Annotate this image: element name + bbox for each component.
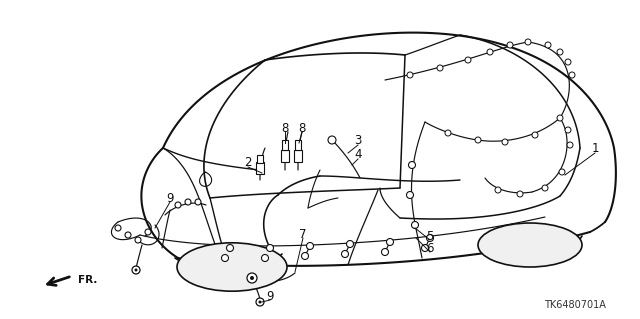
Circle shape — [328, 136, 336, 144]
Circle shape — [259, 300, 262, 303]
Circle shape — [387, 239, 394, 246]
Text: TK6480701A: TK6480701A — [544, 300, 606, 310]
Circle shape — [437, 65, 443, 71]
Text: 8: 8 — [282, 122, 289, 135]
Circle shape — [346, 241, 353, 248]
Circle shape — [247, 273, 257, 283]
Circle shape — [426, 234, 433, 241]
Circle shape — [250, 276, 254, 280]
Circle shape — [342, 250, 349, 257]
Circle shape — [125, 232, 131, 238]
Text: 8: 8 — [298, 122, 306, 135]
Circle shape — [495, 187, 501, 193]
Text: 6: 6 — [426, 241, 434, 255]
Text: 1: 1 — [591, 142, 599, 154]
Circle shape — [567, 142, 573, 148]
Ellipse shape — [478, 223, 582, 267]
Circle shape — [135, 237, 141, 243]
Bar — [282, 140, 288, 150]
Circle shape — [532, 132, 538, 138]
Circle shape — [115, 225, 121, 231]
Bar — [257, 155, 263, 163]
Circle shape — [256, 298, 264, 306]
Text: 7: 7 — [300, 227, 307, 241]
Circle shape — [565, 127, 571, 133]
Bar — [256, 162, 264, 174]
Circle shape — [559, 169, 565, 175]
Text: 9: 9 — [166, 191, 173, 204]
Circle shape — [301, 253, 308, 259]
Bar — [294, 150, 302, 162]
Circle shape — [175, 202, 181, 208]
Circle shape — [307, 242, 314, 249]
Circle shape — [132, 266, 140, 274]
Circle shape — [475, 137, 481, 143]
Circle shape — [185, 199, 191, 205]
Circle shape — [525, 39, 531, 45]
Circle shape — [221, 255, 228, 262]
Circle shape — [422, 244, 429, 251]
Text: 3: 3 — [355, 135, 362, 147]
Circle shape — [145, 229, 151, 235]
Circle shape — [487, 49, 493, 55]
Text: 5: 5 — [426, 229, 434, 242]
Circle shape — [557, 115, 563, 121]
Circle shape — [542, 185, 548, 191]
Circle shape — [406, 191, 413, 198]
Bar — [281, 150, 289, 162]
Circle shape — [502, 139, 508, 145]
Text: 2: 2 — [244, 155, 252, 168]
Circle shape — [227, 244, 234, 251]
Bar — [295, 140, 301, 150]
Circle shape — [445, 130, 451, 136]
Text: 4: 4 — [355, 149, 362, 161]
Circle shape — [569, 72, 575, 78]
Circle shape — [381, 249, 388, 256]
Circle shape — [408, 161, 415, 168]
Circle shape — [195, 199, 201, 205]
Circle shape — [517, 191, 523, 197]
Circle shape — [507, 42, 513, 48]
Circle shape — [465, 57, 471, 63]
Text: 9: 9 — [266, 291, 274, 303]
Text: FR.: FR. — [78, 275, 97, 285]
Circle shape — [266, 244, 273, 251]
Circle shape — [565, 59, 571, 65]
Circle shape — [412, 221, 419, 228]
Circle shape — [134, 269, 138, 271]
Circle shape — [407, 72, 413, 78]
Ellipse shape — [177, 243, 287, 291]
Circle shape — [262, 255, 269, 262]
Circle shape — [545, 42, 551, 48]
Circle shape — [557, 49, 563, 55]
